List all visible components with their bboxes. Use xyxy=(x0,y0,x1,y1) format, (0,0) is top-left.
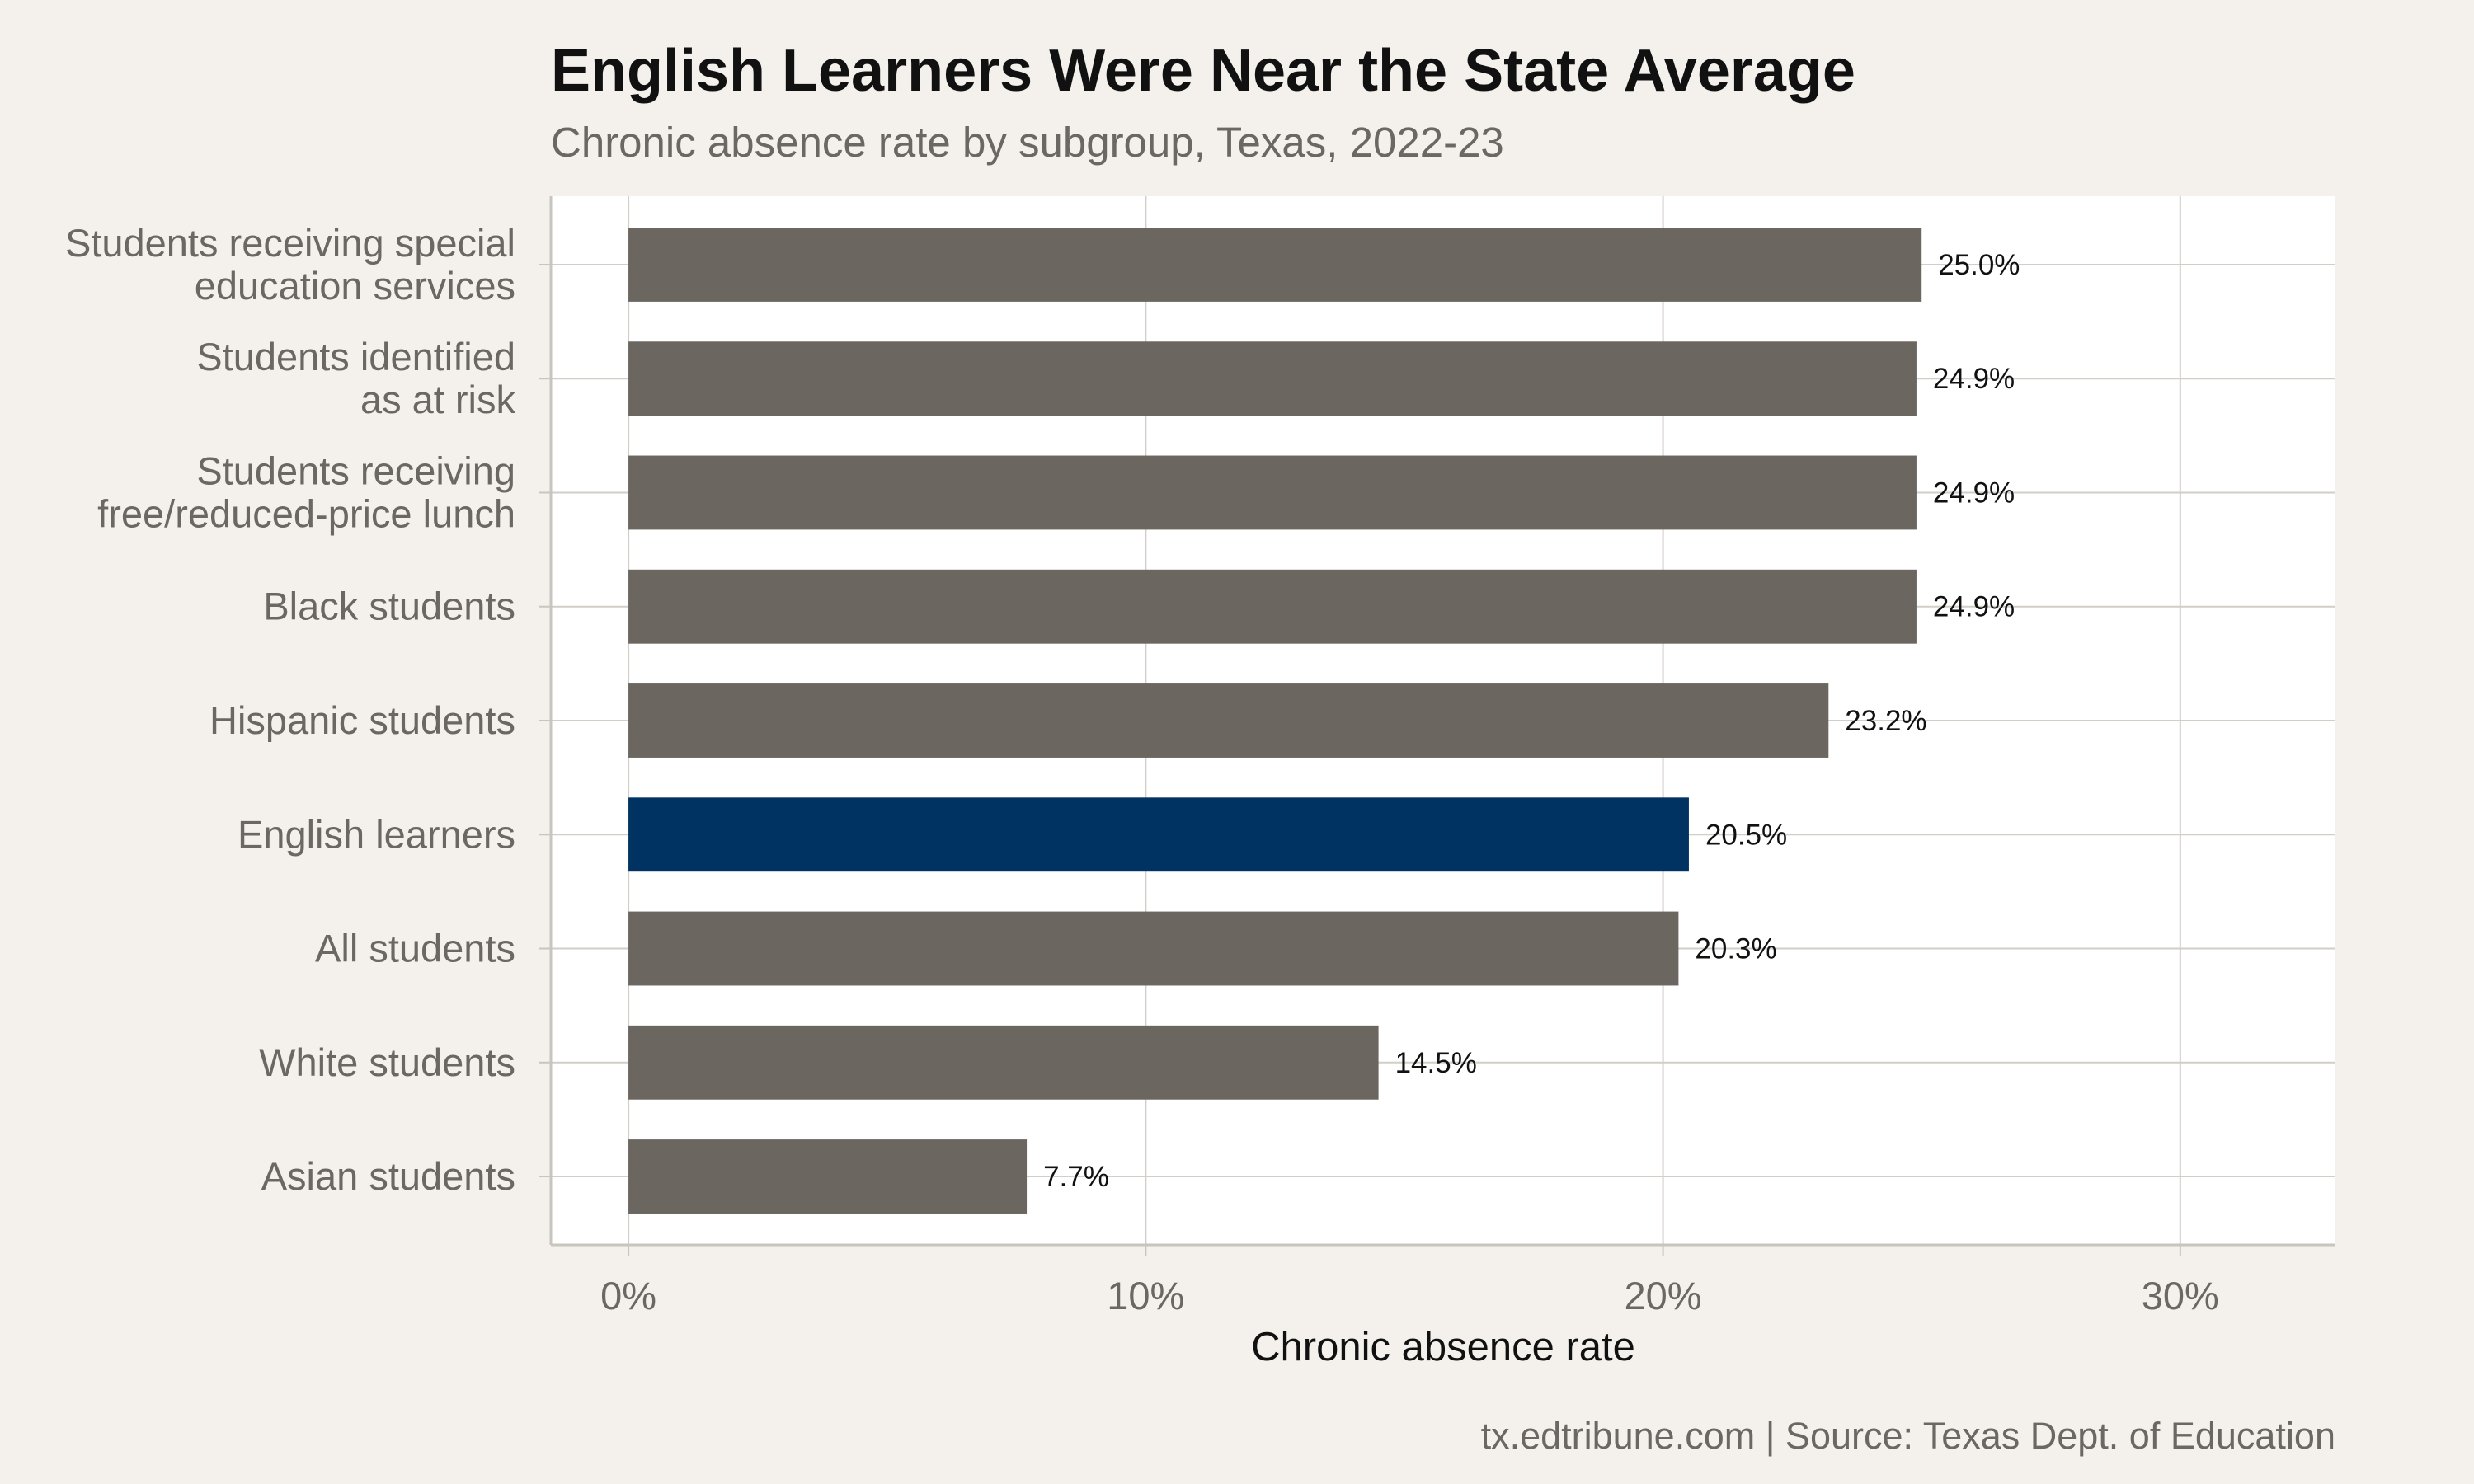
category-label: All students xyxy=(315,927,515,970)
category-label-line: Students identified xyxy=(196,335,515,378)
axes: 0% 10% 20% 30% xyxy=(539,196,2335,1317)
category-label: Asian students xyxy=(261,1154,515,1198)
data-label: 24.9% xyxy=(1933,591,2015,623)
x-axis-title: Chronic absence rate xyxy=(1251,1325,1635,1369)
category-label: White students xyxy=(259,1040,515,1084)
category-label-line: English learners xyxy=(238,812,515,856)
labels: 25.0% Students receiving special education… xyxy=(65,221,2020,1198)
category-label-line: Students receiving xyxy=(196,448,515,492)
x-tick-label: 20% xyxy=(1625,1274,1702,1317)
data-label: 20.5% xyxy=(1705,819,1787,851)
data-label: 14.5% xyxy=(1395,1047,1477,1079)
x-tick-label: 0% xyxy=(600,1274,656,1317)
data-label: 24.9% xyxy=(1933,477,2015,509)
bar xyxy=(628,911,1679,986)
data-label: 24.9% xyxy=(1933,363,2015,395)
category-label-line: Students receiving special xyxy=(65,221,515,265)
chart-subtitle: Chronic absence rate by subgroup, Texas,… xyxy=(551,119,1504,166)
category-label-line: White students xyxy=(259,1040,515,1084)
bar xyxy=(628,228,1922,302)
bar xyxy=(628,683,1829,758)
category-label-line: Hispanic students xyxy=(209,698,515,742)
bar xyxy=(628,1139,1028,1214)
category-label: Hispanic students xyxy=(209,698,515,742)
category-label-line: as at risk xyxy=(360,378,516,421)
bar xyxy=(628,1025,1379,1100)
data-label: 25.0% xyxy=(1938,249,2020,281)
category-label-line: education services xyxy=(195,264,515,308)
category-label: Black students xyxy=(263,585,515,628)
chart-caption: tx.edtribune.com | Source: Texas Dept. o… xyxy=(1481,1415,2335,1457)
data-label: 20.3% xyxy=(1695,933,1776,965)
chart-title: English Learners Were Near the State Ave… xyxy=(551,38,1856,104)
bar xyxy=(628,341,1917,416)
bar xyxy=(628,455,1917,530)
category-label: Students receiving free/reduced-price lun… xyxy=(97,448,515,535)
category-label-line: Asian students xyxy=(261,1154,515,1198)
category-label: Students identified as at risk xyxy=(196,335,515,421)
category-label-line: free/reduced-price lunch xyxy=(97,491,515,535)
category-label: Students receiving special education serv… xyxy=(65,221,515,308)
bar xyxy=(628,797,1689,872)
category-label-line: Black students xyxy=(263,585,515,628)
data-label: 7.7% xyxy=(1043,1161,1109,1193)
bar xyxy=(628,569,1917,644)
x-tick-label: 10% xyxy=(1107,1274,1184,1317)
bars xyxy=(628,228,1922,1214)
x-tick-label: 30% xyxy=(2142,1274,2219,1317)
category-label: English learners xyxy=(238,812,515,856)
category-label-line: All students xyxy=(315,927,515,970)
data-label: 23.2% xyxy=(1845,705,1926,737)
